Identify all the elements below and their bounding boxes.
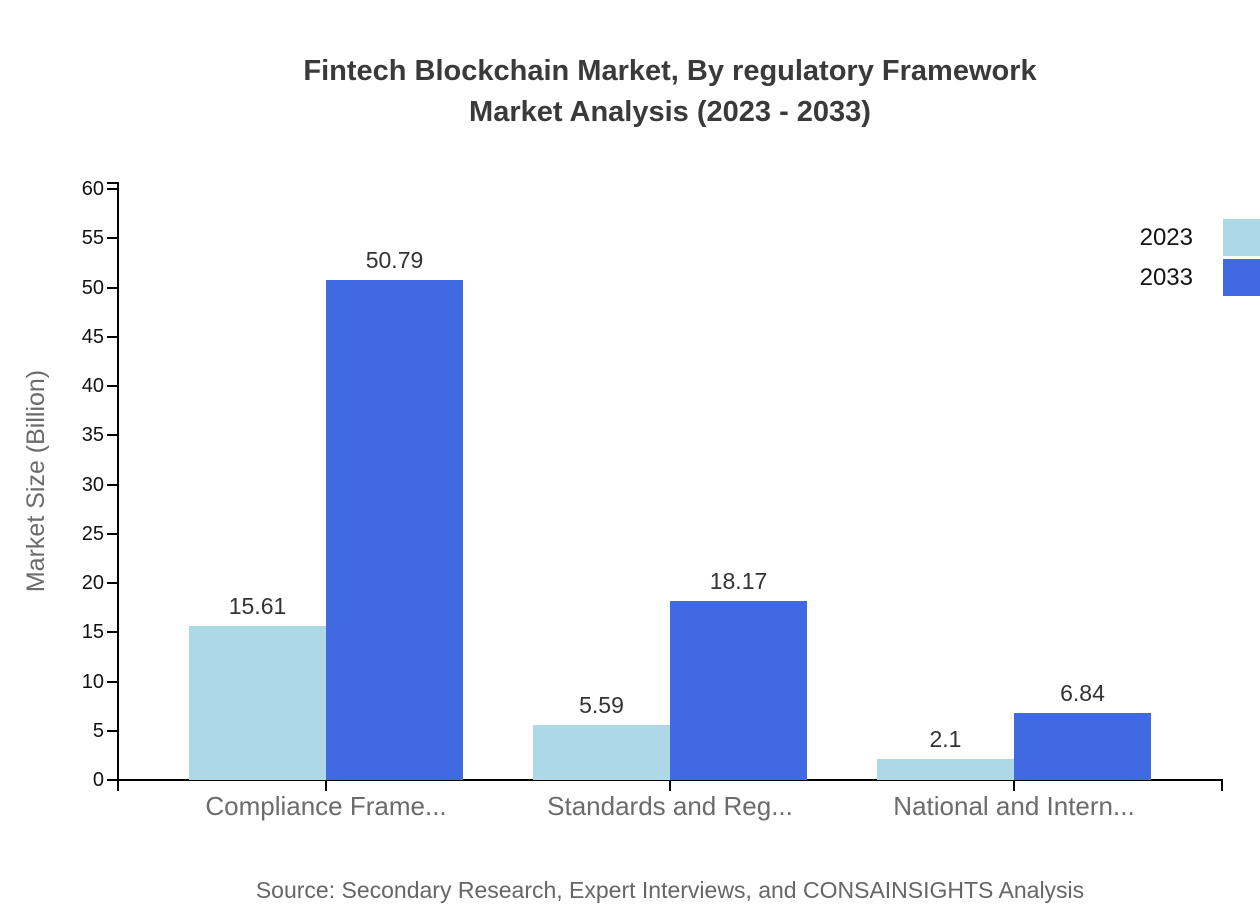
bar	[326, 279, 463, 780]
x-tick	[669, 779, 671, 791]
bar	[877, 759, 1014, 780]
y-tick	[107, 188, 117, 190]
y-tick-label: 40	[81, 375, 104, 397]
y-tick-label: 30	[81, 473, 104, 496]
y-tick-label: 10	[81, 670, 104, 693]
y-tick-label: 0	[92, 769, 104, 791]
legend-label: 2033	[1139, 263, 1193, 291]
y-tick-label: 60	[81, 178, 104, 200]
value-label: 2.1	[929, 726, 962, 753]
y-tick-label: 5	[92, 719, 104, 742]
legend: 2023 2033	[1140, 219, 1260, 299]
y-tick	[107, 631, 117, 634]
legend-row: 2033	[1140, 259, 1260, 296]
value-label: 50.79	[365, 246, 424, 273]
source-note: Source: Secondary Research, Expert Inter…	[255, 877, 1085, 903]
y-tick-label: 15	[81, 621, 104, 644]
y-tick-label: 55	[81, 227, 104, 250]
bar	[189, 626, 326, 780]
y-tick-label: 45	[81, 325, 104, 348]
y-tick	[107, 385, 117, 387]
x-tick	[325, 779, 327, 791]
legend-row: 2023	[1140, 219, 1260, 256]
y-axis-line	[117, 182, 119, 781]
chart-title: Fintech Blockchain Market, By regulatory…	[90, 51, 1250, 133]
y-tick-label: 20	[81, 572, 104, 594]
y-axis-outer-tick	[107, 182, 117, 184]
y-tick	[107, 729, 117, 732]
chart-title-line2: Market Analysis (2023 - 2033)	[469, 96, 871, 128]
y-tick-label: 35	[81, 424, 104, 447]
y-tick	[107, 779, 117, 781]
value-label: 18.17	[709, 568, 768, 595]
y-tick	[107, 532, 117, 535]
y-tick	[107, 286, 117, 289]
bar	[670, 601, 807, 780]
y-tick	[107, 680, 117, 683]
category-label: Compliance Frame...	[205, 791, 447, 821]
y-tick	[107, 434, 117, 437]
y-tick-label: 50	[81, 276, 104, 299]
bar	[1014, 712, 1151, 780]
legend-swatch	[1223, 219, 1260, 256]
x-axis-outer-tick-right	[1221, 779, 1223, 791]
y-tick	[107, 335, 117, 338]
y-tick-label: 25	[81, 522, 104, 545]
chart-title-line1: Fintech Blockchain Market, By regulatory…	[303, 55, 1037, 87]
bar	[533, 724, 670, 780]
legend-label: 2023	[1139, 223, 1193, 251]
y-tick	[107, 483, 117, 486]
y-tick	[107, 237, 117, 240]
value-label: 5.59	[579, 691, 624, 718]
y-tick	[107, 582, 117, 584]
value-label: 15.61	[228, 593, 287, 620]
x-axis-outer-tick-left	[117, 779, 119, 791]
value-label: 6.84	[1060, 679, 1105, 706]
legend-swatch	[1223, 259, 1260, 296]
category-label: Standards and Reg...	[547, 791, 793, 821]
category-label: National and Intern...	[893, 791, 1135, 821]
x-tick	[1013, 779, 1015, 791]
